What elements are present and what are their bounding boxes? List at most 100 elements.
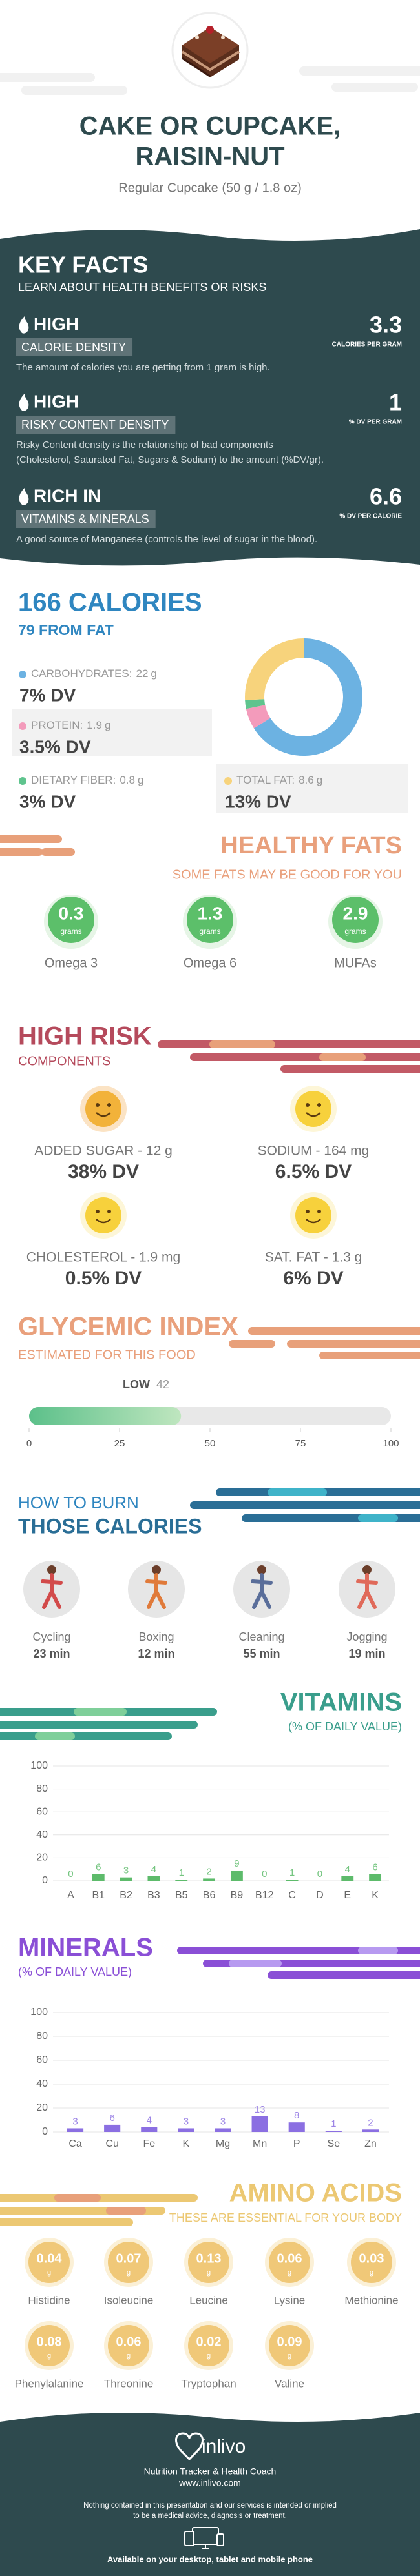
- amino-unit: g: [207, 2352, 211, 2360]
- fact-name: RISKY CONTENT DENSITY: [21, 418, 169, 431]
- donut-slice: [253, 638, 362, 756]
- figure-head: [362, 1565, 372, 1574]
- nutrient-label: DIETARY FIBER: 0.8 g: [31, 774, 143, 786]
- amino-value: 0.06: [116, 2335, 142, 2349]
- fact-description: A good source of Manganese (controls the…: [16, 534, 317, 545]
- amino-badge: [188, 2325, 229, 2366]
- nutrient-name: TOTAL FAT:: [236, 774, 295, 786]
- bar: [92, 1874, 105, 1881]
- value-label: 4: [345, 1864, 350, 1875]
- risk-label: SAT. FAT - 1.3 g: [265, 1250, 362, 1265]
- fact-level: HIGH: [34, 314, 79, 334]
- x-tick-label: B2: [120, 1890, 132, 1901]
- fat-name: MUFAs: [334, 956, 377, 970]
- figure-head: [257, 1565, 266, 1574]
- healthy-fats-list: 0.3 grams Omega 3 1.3 grams Omega 6 2.9 grams MU…: [44, 895, 383, 970]
- activity-name: Boxing: [138, 1630, 174, 1643]
- section-title: HIGH RISK: [18, 1022, 152, 1051]
- fact-name-box: [16, 416, 176, 434]
- bar: [325, 2131, 342, 2132]
- risk-dv: 6% DV: [283, 1268, 343, 1289]
- header-decoration: [0, 66, 420, 95]
- y-tick-label: 20: [36, 1852, 48, 1863]
- fat-value: 0.3: [59, 903, 84, 923]
- gauge-fill: [29, 1407, 182, 1425]
- amino-value: 0.13: [196, 2251, 222, 2266]
- amino-value: 0.09: [277, 2335, 302, 2349]
- section-title: GLYCEMIC INDEX: [18, 1313, 238, 1341]
- value-label: 8: [294, 2110, 299, 2121]
- x-tick-label: Se: [328, 2138, 341, 2149]
- fact-icon: [19, 394, 29, 411]
- section-title: AMINO ACIDS: [229, 2179, 402, 2207]
- smiley-mouth: [96, 1219, 111, 1224]
- smiley-mouth: [306, 1219, 321, 1224]
- nutrient-grams: 22: [136, 667, 149, 680]
- smiley-eye: [306, 1103, 310, 1107]
- value-label: 6: [96, 1861, 101, 1872]
- title-line: RAISIN-NUT: [135, 143, 284, 171]
- fat-value: 2.9: [343, 903, 368, 923]
- figure-body: [145, 1573, 167, 1609]
- value-label: 2: [368, 2117, 373, 2128]
- risk-label: SODIUM - 164 mg: [258, 1144, 370, 1159]
- amino-value: 0.08: [37, 2335, 62, 2349]
- section-subtitle: THESE ARE ESSENTIAL FOR YOUR BODY: [169, 2211, 402, 2224]
- amino-badge: [188, 2242, 229, 2283]
- section-subtitle: SOME FATS MAY BE GOOD FOR YOU: [173, 867, 402, 882]
- x-tick-label: 0: [26, 1438, 32, 1449]
- value-label: 0: [68, 1869, 73, 1880]
- brand: inlivo: [202, 2436, 246, 2457]
- fact-description: The amount of calories you are getting f…: [16, 362, 270, 373]
- fat-unit: grams: [60, 927, 81, 936]
- fact-name-box: [16, 338, 133, 356]
- glycemic-gauge: LOW 42 0 25 50 75 100: [26, 1378, 399, 1449]
- amino-unit: g: [288, 2269, 291, 2277]
- fact-unit: % DV PER GRAM: [349, 419, 402, 426]
- x-tick-label: B1: [92, 1890, 105, 1901]
- nutrient-dv: 3% DV: [19, 791, 76, 811]
- bar: [67, 2128, 84, 2132]
- activity-time: 19 min: [348, 1647, 385, 1660]
- bar: [203, 1878, 216, 1881]
- legend-dot: [19, 671, 26, 678]
- donut-slice: [246, 704, 271, 729]
- fact-level: RICH IN: [34, 485, 101, 505]
- smiley-eye: [317, 1210, 321, 1213]
- bar: [175, 1880, 188, 1881]
- x-tick-label: C: [288, 1890, 296, 1901]
- value-label: 9: [234, 1858, 239, 1869]
- figure-head: [47, 1565, 56, 1574]
- y-tick-label: 20: [36, 2102, 48, 2113]
- nutrient-name: PROTEIN:: [31, 719, 83, 731]
- section-title: HEALTHY FATS: [220, 832, 402, 859]
- amino-unit: g: [207, 2269, 211, 2277]
- amino-badge: [108, 2242, 149, 2283]
- value-label: 3: [123, 1865, 129, 1876]
- activity-time: 23 min: [33, 1647, 70, 1660]
- amino-unit: g: [47, 2269, 51, 2277]
- value-label: 4: [147, 2115, 152, 2126]
- activity-name: Cycling: [32, 1630, 70, 1643]
- bar: [369, 1874, 382, 1881]
- fact-value: 3.3: [370, 312, 402, 338]
- smiley-eye: [317, 1103, 321, 1107]
- chart-subtitle: (% OF DAILY VALUE): [18, 1965, 132, 1978]
- section-title: KEY FACTS: [18, 252, 148, 278]
- section-subtitle: LEARN ABOUT HEALTH BENEFITS OR RISKS: [18, 281, 266, 294]
- title-line: CAKE OR CUPCAKE,: [79, 112, 341, 141]
- high-risk-list: ADDED SUGAR - 12 g 38% DV SODIUM - 164 mg 6…: [26, 1086, 370, 1289]
- section-title: THOSE CALORIES: [18, 1514, 202, 1537]
- x-tick-label: 50: [205, 1438, 216, 1449]
- fat-unit: grams: [199, 927, 220, 936]
- amino-badge: [351, 2242, 392, 2283]
- figure-body: [251, 1573, 273, 1609]
- amino-badge: [28, 2242, 70, 2283]
- nutrient-unit: g: [105, 719, 110, 731]
- fat-unit: grams: [344, 927, 366, 936]
- x-tick-label: B6: [203, 1890, 216, 1901]
- amino-badge: [269, 2242, 310, 2283]
- section-decoration: [35, 1708, 127, 1740]
